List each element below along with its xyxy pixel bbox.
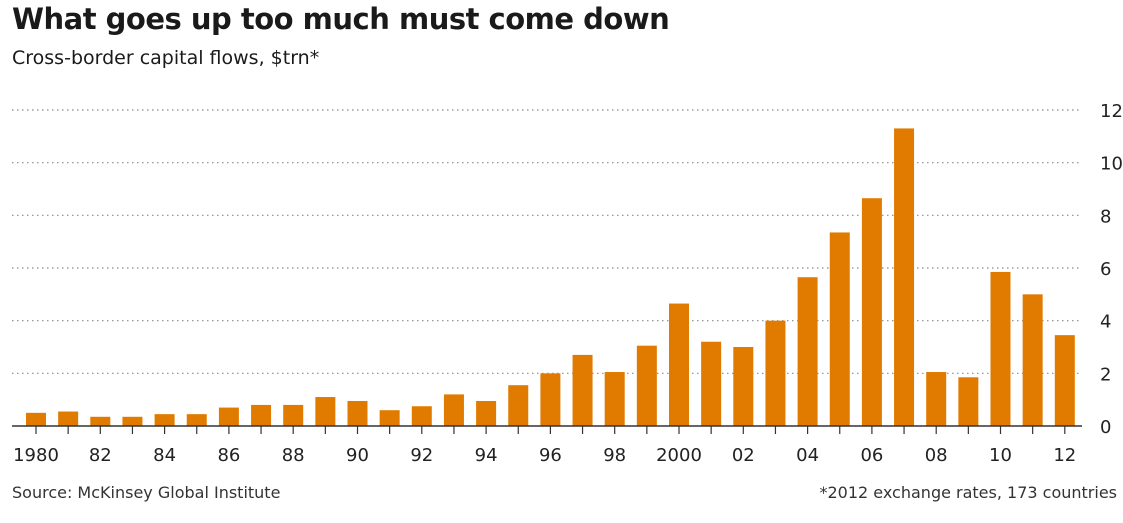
bar [861, 198, 882, 426]
y-tick-label: 0 [1100, 417, 1111, 438]
bar [476, 400, 497, 426]
footnote: *2012 exchange rates, 173 countries [819, 483, 1118, 502]
bar [797, 277, 818, 426]
bar [636, 345, 657, 426]
bar [347, 400, 368, 426]
bar [669, 303, 689, 426]
bar [411, 406, 432, 426]
x-tick-label: 92 [410, 445, 433, 466]
x-tick-label: 06 [860, 445, 883, 466]
bar [283, 404, 304, 426]
chart-title: What goes up too much must come down [12, 2, 670, 36]
bar [572, 354, 593, 426]
x-tick-label: 12 [1053, 445, 1076, 466]
x-tick-label: 82 [89, 445, 112, 466]
gridlines [12, 109, 1082, 374]
bar [958, 377, 979, 426]
bar [26, 412, 46, 426]
x-tick-label: 08 [925, 445, 948, 466]
x-tick-label: 1980 [13, 445, 59, 466]
x-axis: 1980 82 84 86 88 90 92 94 96 98 2000 02 04 06 08 10 12 [12, 425, 1082, 466]
bar [829, 232, 850, 426]
y-tick-label: 2 [1100, 364, 1111, 385]
y-tick-label: 10 [1100, 154, 1123, 175]
x-tick-label: 04 [796, 445, 819, 466]
bar [701, 341, 722, 426]
y-tick-label: 8 [1100, 206, 1111, 227]
source-note: Source: McKinsey Global Institute [12, 483, 281, 502]
bar [990, 271, 1011, 426]
bar [765, 320, 786, 426]
bar [315, 397, 336, 426]
bar [604, 372, 625, 426]
bar [251, 404, 272, 426]
x-tick-label: 2000 [656, 445, 702, 466]
chart-subtitle: Cross-border capital flows, $trn* [12, 47, 320, 69]
y-tick-label: 4 [1100, 312, 1111, 333]
bar [1054, 335, 1075, 426]
bar [58, 411, 79, 426]
y-tick-label: 12 [1100, 101, 1123, 122]
y-axis: 0 2 4 6 8 10 12 [1100, 101, 1123, 438]
bar [186, 414, 207, 426]
bar [154, 414, 175, 426]
y-tick-label: 6 [1100, 259, 1111, 280]
bar [894, 128, 915, 426]
bar [926, 372, 947, 426]
x-tick-label: 94 [475, 445, 498, 466]
bar [90, 416, 111, 426]
bar [218, 407, 239, 426]
x-tick-label: 02 [732, 445, 755, 466]
x-tick-label: 10 [989, 445, 1012, 466]
bar [508, 385, 529, 426]
x-tick-label: 98 [603, 445, 626, 466]
x-tick-label: 90 [346, 445, 369, 466]
bar [443, 394, 464, 426]
bar [540, 373, 561, 426]
bar [122, 416, 143, 426]
bar [379, 410, 400, 426]
x-tick-label: 84 [153, 445, 176, 466]
bars [26, 128, 1075, 426]
bar [1022, 294, 1043, 426]
x-tick-label: 88 [282, 445, 305, 466]
bar [733, 347, 754, 426]
x-tick-label: 96 [539, 445, 562, 466]
x-tick-label: 86 [217, 445, 240, 466]
